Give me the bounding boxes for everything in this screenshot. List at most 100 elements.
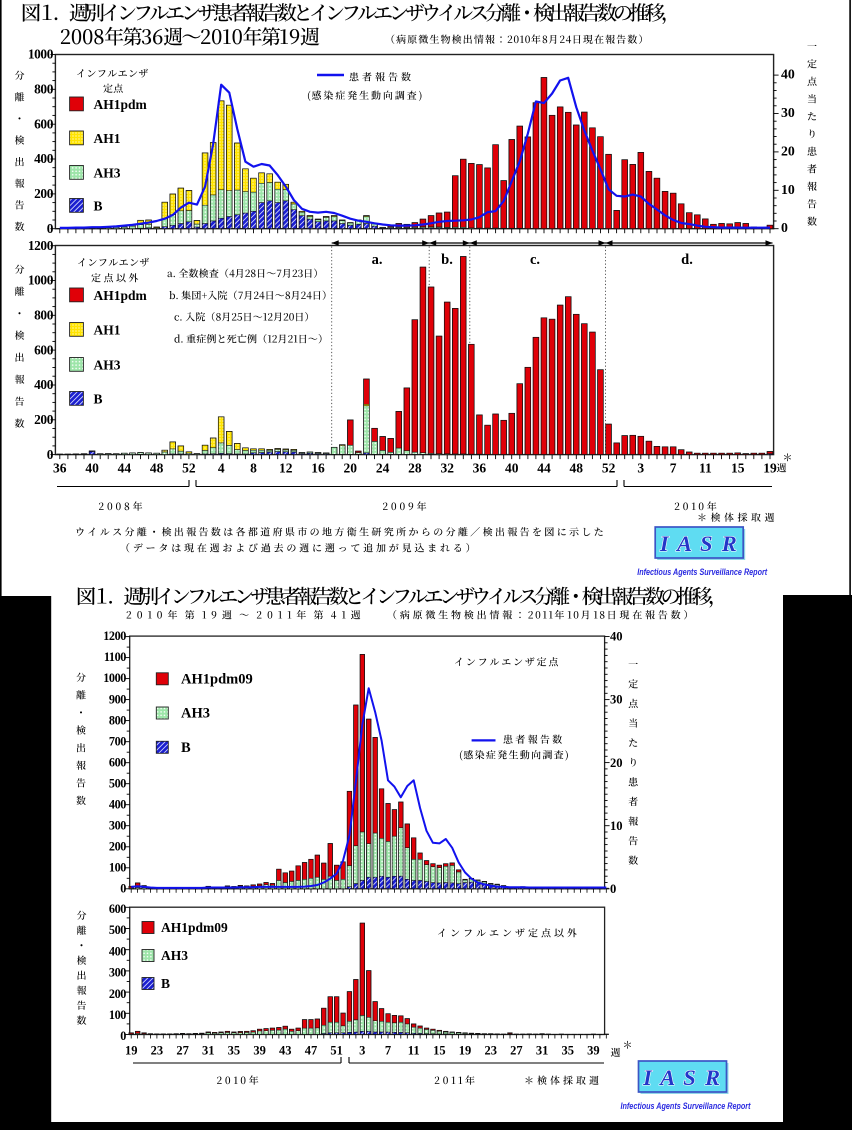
svg-text:1000: 1000 xyxy=(28,47,54,62)
svg-text:500: 500 xyxy=(109,776,126,790)
svg-text:12: 12 xyxy=(279,461,293,476)
svg-text:20: 20 xyxy=(344,461,358,476)
svg-text:40: 40 xyxy=(781,67,795,82)
svg-text:600: 600 xyxy=(109,755,126,769)
svg-text:23: 23 xyxy=(484,1044,497,1058)
svg-text:15: 15 xyxy=(433,1044,446,1058)
svg-text:500: 500 xyxy=(109,923,126,937)
svg-text:19: 19 xyxy=(459,1044,472,1058)
svg-text:600: 600 xyxy=(109,902,126,916)
svg-text:AH1pdm09: AH1pdm09 xyxy=(161,920,228,935)
svg-text:700: 700 xyxy=(109,734,126,748)
svg-text:B: B xyxy=(181,740,191,756)
svg-text:b.: b. xyxy=(441,252,453,268)
svg-text:30: 30 xyxy=(610,693,623,707)
svg-text:AH3: AH3 xyxy=(181,706,210,722)
svg-text:B: B xyxy=(94,199,103,214)
svg-text:800: 800 xyxy=(34,308,54,323)
svg-text:0: 0 xyxy=(781,220,788,235)
svg-text:400: 400 xyxy=(34,151,54,166)
svg-text:1200: 1200 xyxy=(28,238,54,253)
svg-text:23: 23 xyxy=(151,1044,164,1058)
svg-text:10: 10 xyxy=(781,182,795,197)
svg-text:c.: c. xyxy=(530,252,540,268)
svg-text:48: 48 xyxy=(570,461,584,476)
svg-text:AH3: AH3 xyxy=(94,358,121,373)
svg-text:27: 27 xyxy=(510,1044,523,1058)
svg-text:24: 24 xyxy=(376,461,390,476)
svg-text:7: 7 xyxy=(670,461,677,476)
svg-text:35: 35 xyxy=(562,1044,575,1058)
svg-text:47: 47 xyxy=(305,1044,318,1058)
svg-text:7: 7 xyxy=(385,1044,391,1058)
svg-text:11: 11 xyxy=(408,1044,420,1058)
svg-text:0: 0 xyxy=(610,882,616,896)
svg-text:d.: d. xyxy=(681,252,693,268)
svg-text:400: 400 xyxy=(34,377,54,392)
svg-text:AH3: AH3 xyxy=(161,948,188,963)
svg-text:AH1pdm09: AH1pdm09 xyxy=(181,671,253,687)
svg-text:600: 600 xyxy=(34,116,54,131)
svg-text:AH1: AH1 xyxy=(94,323,121,338)
svg-text:200: 200 xyxy=(34,186,54,201)
svg-text:28: 28 xyxy=(408,461,422,476)
svg-text:300: 300 xyxy=(109,966,126,980)
svg-text:51: 51 xyxy=(330,1044,343,1058)
svg-text:Infectious Agents Surveillance: Infectious Agents Surveillance Report xyxy=(637,566,768,577)
svg-text:1000: 1000 xyxy=(103,671,126,685)
svg-text:11: 11 xyxy=(699,461,712,476)
svg-text:36: 36 xyxy=(53,461,67,476)
svg-text:400: 400 xyxy=(109,797,126,811)
svg-text:19: 19 xyxy=(125,1044,138,1058)
svg-text:0: 0 xyxy=(120,881,126,895)
svg-text:40: 40 xyxy=(85,461,99,476)
svg-text:39: 39 xyxy=(587,1044,600,1058)
svg-text:31: 31 xyxy=(536,1044,549,1058)
svg-text:200: 200 xyxy=(34,412,54,427)
svg-text:300: 300 xyxy=(109,818,126,832)
svg-text:44: 44 xyxy=(118,461,132,476)
svg-text:40: 40 xyxy=(610,630,623,644)
svg-text:800: 800 xyxy=(109,713,126,727)
svg-text:0: 0 xyxy=(120,1029,126,1043)
svg-text:1200: 1200 xyxy=(103,629,126,643)
svg-text:200: 200 xyxy=(109,987,126,1001)
svg-text:AH1: AH1 xyxy=(94,131,121,146)
svg-text:43: 43 xyxy=(279,1044,292,1058)
svg-text:44: 44 xyxy=(537,461,551,476)
svg-text:36: 36 xyxy=(473,461,487,476)
svg-text:30: 30 xyxy=(781,105,795,120)
svg-text:20: 20 xyxy=(781,143,795,158)
svg-text:1100: 1100 xyxy=(104,650,126,664)
svg-text:35: 35 xyxy=(228,1044,241,1058)
svg-text:48: 48 xyxy=(150,461,164,476)
svg-text:600: 600 xyxy=(34,342,54,357)
svg-text:1000: 1000 xyxy=(28,273,54,288)
svg-text:100: 100 xyxy=(109,860,126,874)
svg-text:32: 32 xyxy=(440,461,454,476)
svg-text:3: 3 xyxy=(359,1044,365,1058)
svg-text:900: 900 xyxy=(109,692,126,706)
svg-text:I A S R: I A S R xyxy=(659,531,739,556)
svg-text:15: 15 xyxy=(731,461,745,476)
svg-text:39: 39 xyxy=(253,1044,266,1058)
svg-text:Infectious Agents Surveillance: Infectious Agents Surveillance Report xyxy=(621,1100,752,1111)
svg-text:800: 800 xyxy=(34,82,54,97)
svg-text:16: 16 xyxy=(311,461,325,476)
svg-text:B: B xyxy=(161,976,170,991)
svg-text:19: 19 xyxy=(763,461,777,476)
svg-text:100: 100 xyxy=(109,1008,126,1022)
svg-text:40: 40 xyxy=(505,461,519,476)
svg-text:10: 10 xyxy=(610,819,623,833)
svg-text:I A S R: I A S R xyxy=(642,1065,722,1090)
svg-text:3: 3 xyxy=(637,461,644,476)
svg-text:200: 200 xyxy=(109,839,126,853)
svg-text:a.: a. xyxy=(372,252,383,268)
svg-text:AH1pdm: AH1pdm xyxy=(94,97,148,112)
svg-text:8: 8 xyxy=(250,461,257,476)
svg-text:31: 31 xyxy=(202,1044,215,1058)
svg-text:27: 27 xyxy=(176,1044,189,1058)
svg-text:AH1pdm: AH1pdm xyxy=(94,288,148,303)
svg-text:400: 400 xyxy=(109,944,126,958)
svg-text:4: 4 xyxy=(218,461,225,476)
